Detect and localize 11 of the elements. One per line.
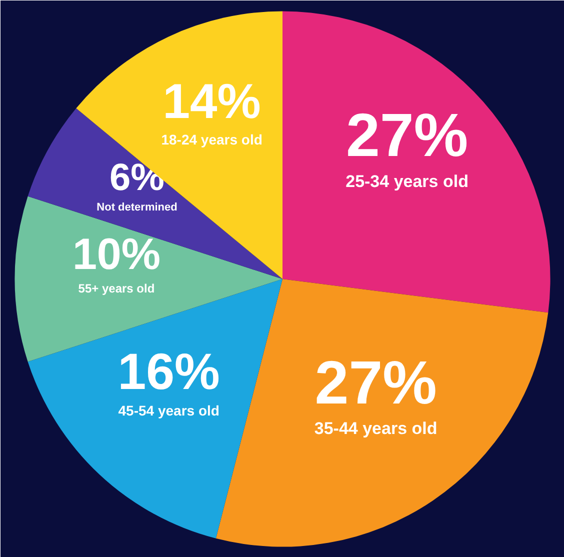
slice-label: 45-54 years old (118, 402, 220, 419)
data-label: 14% (162, 74, 261, 129)
slice-label: 18-24 years old (161, 131, 262, 148)
slice-label: 25-34 years old (346, 172, 468, 191)
slice-label: 55+ years old (78, 282, 155, 296)
data-label: 16% (118, 343, 220, 400)
data-label: 10% (72, 230, 161, 279)
slice-label: Not determined (96, 202, 178, 214)
slice-label: 35-44 years old (314, 418, 438, 438)
data-label: 27% (314, 348, 437, 416)
data-label: 27% (346, 101, 468, 170)
